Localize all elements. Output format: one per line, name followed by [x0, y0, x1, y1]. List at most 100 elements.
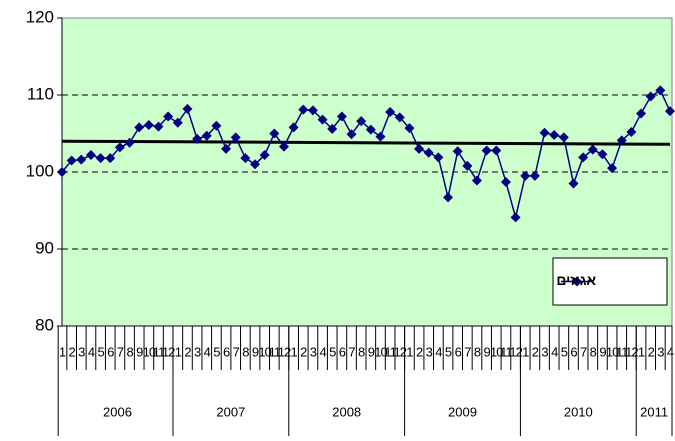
x-tick-label: 2 — [416, 344, 423, 359]
x-tick-label: 2 — [184, 344, 191, 359]
marker — [645, 91, 656, 102]
marker — [105, 153, 116, 164]
x-tick-label: 9 — [484, 344, 491, 359]
x-tick-label: 1 — [638, 344, 645, 359]
x-tick-label: 5 — [329, 344, 336, 359]
marker — [423, 147, 434, 158]
marker — [375, 131, 386, 142]
x-tick-label: 11 — [153, 344, 165, 359]
x-tick-label: 7 — [580, 344, 587, 359]
x-tick-label: 5 — [97, 344, 104, 359]
marker — [414, 143, 425, 154]
marker — [307, 105, 318, 116]
marker — [597, 149, 608, 160]
x-tick-label: 4 — [204, 344, 211, 359]
marker — [182, 103, 193, 114]
x-tick-label: 4 — [319, 344, 326, 359]
marker — [95, 153, 106, 164]
x-tick-label: 6 — [570, 344, 577, 359]
year-label: 2009 — [448, 404, 477, 419]
x-tick-label: 1 — [175, 344, 182, 359]
marker — [665, 106, 675, 117]
x-tick-label: 1 — [291, 344, 298, 359]
marker — [616, 135, 627, 146]
x-tick-label: 2 — [532, 344, 539, 359]
y-tick-label: 110 — [27, 84, 54, 103]
marker — [269, 128, 280, 139]
x-tick-label: 7 — [117, 344, 124, 359]
x-tick-label: 8 — [590, 344, 597, 359]
marker — [278, 141, 289, 152]
marker — [568, 178, 579, 189]
marker — [433, 152, 444, 163]
marker — [259, 150, 270, 161]
x-tick-label: 6 — [107, 344, 114, 359]
x-tick-label: 1 — [522, 344, 529, 359]
x-tick-label: 7 — [464, 344, 471, 359]
x-tick-label: 4 — [667, 344, 674, 359]
x-tick-label: 9 — [252, 344, 259, 359]
year-label: 2010 — [564, 404, 593, 419]
marker — [124, 137, 135, 148]
series-line — [61, 89, 671, 218]
marker — [636, 108, 647, 119]
marker — [491, 145, 502, 156]
marker — [346, 129, 357, 140]
x-tick-label: 2 — [300, 344, 307, 359]
x-tick-label: 4 — [551, 344, 558, 359]
x-tick-label: 9 — [136, 344, 143, 359]
x-tick-label: 7 — [233, 344, 240, 359]
marker — [356, 116, 367, 127]
marker — [529, 170, 540, 181]
marker — [143, 120, 154, 131]
marker — [404, 123, 415, 134]
marker — [211, 120, 222, 131]
marker — [288, 122, 299, 133]
marker — [626, 126, 637, 137]
year-label: 2007 — [216, 404, 245, 419]
marker — [558, 132, 569, 143]
marker — [240, 153, 251, 164]
y-tick-label: 100 — [26, 161, 54, 180]
x-tick-label: 5 — [213, 344, 220, 359]
marker — [471, 175, 482, 186]
marker — [57, 167, 67, 177]
x-tick-label: 11 — [269, 344, 281, 359]
marker — [192, 133, 203, 144]
marker — [520, 170, 531, 181]
x-tick-label: 8 — [474, 344, 481, 359]
x-tick-label: 3 — [78, 344, 85, 359]
x-tick-label: 3 — [310, 344, 317, 359]
marker — [134, 122, 145, 133]
legend-label: אגוזים — [556, 272, 596, 288]
marker — [510, 212, 521, 223]
x-tick-label: 8 — [358, 344, 365, 359]
marker — [481, 145, 492, 156]
x-tick-label: 11 — [500, 344, 512, 359]
marker — [317, 114, 328, 125]
x-tick-label: 1 — [59, 344, 66, 359]
y-tick-label: 90 — [35, 238, 54, 257]
marker — [539, 127, 550, 138]
year-label: 2006 — [103, 404, 132, 419]
marker — [462, 160, 473, 171]
marker — [452, 146, 463, 157]
marker — [221, 143, 232, 154]
x-tick-label: 3 — [194, 344, 201, 359]
marker — [250, 159, 261, 170]
marker — [443, 192, 454, 203]
marker — [500, 177, 511, 188]
marker — [655, 85, 666, 96]
x-tick-label: 8 — [242, 344, 249, 359]
x-tick-label: 6 — [339, 344, 346, 359]
marker — [607, 163, 618, 174]
marker — [114, 142, 125, 153]
marker — [172, 117, 183, 128]
marker — [66, 155, 77, 166]
marker — [298, 104, 309, 115]
marker — [394, 112, 405, 123]
x-tick-label: 3 — [426, 344, 433, 359]
x-tick-label: 9 — [368, 344, 375, 359]
marker — [327, 123, 338, 134]
